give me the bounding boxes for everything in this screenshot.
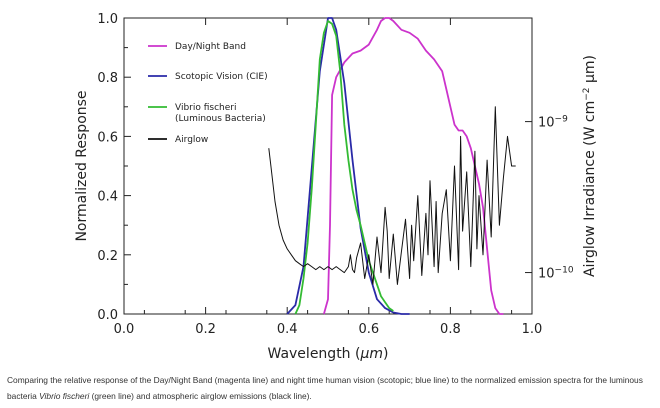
series-layer xyxy=(268,17,516,315)
y-axis-right: 10−10 10−9 xyxy=(525,115,574,282)
caption-text: Comparing the relative response of the D… xyxy=(7,375,643,401)
series-line-day-night-band xyxy=(323,17,504,315)
series-line-vibrio-fischeri xyxy=(294,20,394,315)
legend-label-vibrio-fischeri-line2: (Luminous Bacteria) xyxy=(175,114,266,124)
line-chart: 0.0 0.2 0.4 0.6 0.8 1.0 0.0 0.2 0.4 0.6 0.8 1.0 10… xyxy=(74,12,598,362)
x-tick-label: 0.2 xyxy=(195,322,216,337)
y-tick-label: 0.8 xyxy=(97,71,118,86)
x-tick-label: 0.0 xyxy=(114,322,135,337)
right-tick-label: 10−10 xyxy=(538,266,574,282)
series-line-airglow xyxy=(268,106,516,285)
caption-text-end: (green line) and atmospheric airglow emi… xyxy=(89,391,312,401)
y-axis-title: Normalized Response xyxy=(74,90,90,241)
legend-label-day-night-band: Day/Night Band xyxy=(175,42,246,52)
x-tick-label: 0.8 xyxy=(440,322,461,337)
legend: Day/Night Band Scotopic Vision (CIE) Vibri… xyxy=(148,42,268,145)
x-tick-label: 0.6 xyxy=(358,322,379,337)
y-tick-label: 0.0 xyxy=(97,308,118,323)
right-tick-label: 10−9 xyxy=(538,115,568,131)
legend-label-scotopic-vision-cie: Scotopic Vision (CIE) xyxy=(175,72,268,82)
legend-label-vibrio-fischeri: Vibrio fischeri xyxy=(175,103,237,113)
y-tick-label: 0.2 xyxy=(97,249,118,264)
chart-figure: 0.0 0.2 0.4 0.6 0.8 1.0 0.0 0.2 0.4 0.6 0.8 1.0 10… xyxy=(74,12,598,362)
caption-italic-species: Vibrio fischeri xyxy=(39,391,90,401)
y-tick-label: 1.0 xyxy=(97,12,118,27)
legend-label-airglow: Airglow xyxy=(175,135,208,145)
y-tick-label: 0.4 xyxy=(97,190,118,205)
y-axis-left: 0.0 0.2 0.4 0.6 0.8 1.0 xyxy=(97,12,131,323)
x-axis: 0.0 0.2 0.4 0.6 0.8 1.0 xyxy=(114,18,543,337)
series-line-scotopic-vision-cie xyxy=(286,17,410,315)
x-tick-label: 0.4 xyxy=(277,322,298,337)
x-tick-label: 1.0 xyxy=(522,322,543,337)
y-tick-label: 0.6 xyxy=(97,130,118,145)
figure-caption: Comparing the relative response of the D… xyxy=(7,372,657,404)
y-right-axis-title: Airglow Irradiance (W cm−2 μm) xyxy=(582,55,598,277)
x-axis-title: Wavelength (μm) xyxy=(268,346,389,362)
